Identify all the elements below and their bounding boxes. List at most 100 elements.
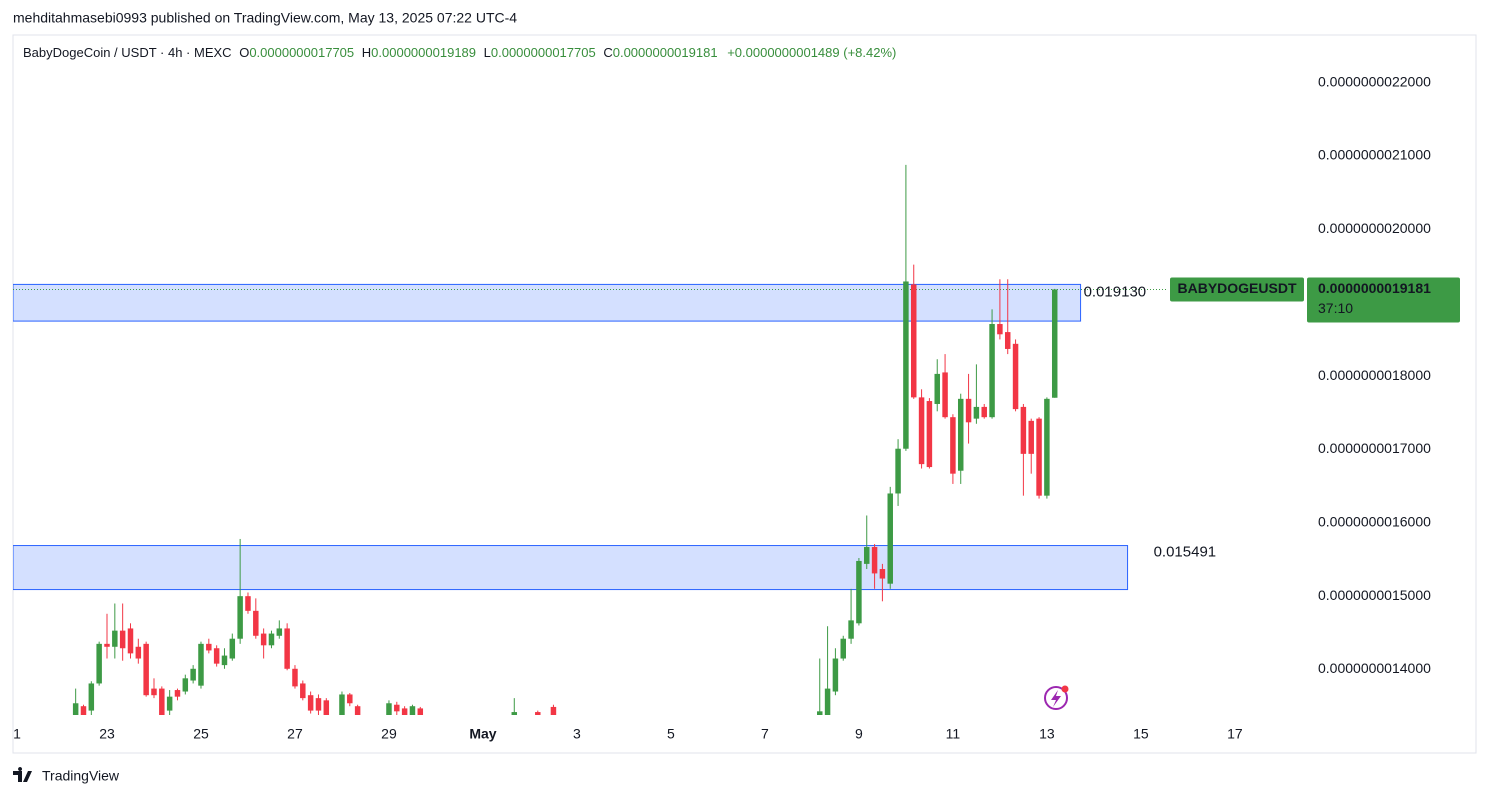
candle-body: [135, 646, 142, 659]
brand-logo[interactable]: TradingView: [13, 767, 120, 784]
candle-body: [1028, 420, 1034, 454]
price-badge-label: 0.0000000019181: [1318, 280, 1431, 296]
candle-body: [174, 690, 181, 697]
candle-body: [957, 398, 964, 471]
candle-body: [206, 643, 212, 651]
symbol: BabyDogeCoin / USDT · 4h · MEXC: [23, 45, 232, 60]
candle-body: [1020, 406, 1027, 454]
candle-body: [550, 706, 557, 715]
candle-body: [942, 372, 948, 418]
candle-body: [151, 688, 157, 696]
candle-body: [965, 398, 972, 423]
candle-body: [245, 596, 251, 611]
candle-body: [401, 708, 408, 715]
candle-body: [1004, 332, 1011, 349]
y-tick-label: 0.0000000021000: [1318, 147, 1431, 163]
candle-body: [864, 547, 870, 564]
candle-body: [981, 406, 987, 418]
candle-body: [127, 628, 134, 654]
candle-body: [879, 569, 886, 579]
x-tick-label: 5: [667, 726, 675, 742]
candle-body: [72, 703, 79, 715]
candle-body: [832, 658, 839, 692]
candle-body: [511, 712, 518, 715]
zone-label: 0.015491: [1154, 544, 1217, 561]
candle-body: [268, 633, 275, 646]
c-label: C: [603, 45, 612, 60]
candle-body: [284, 628, 290, 669]
candle-body: [394, 704, 400, 712]
candle-body: [237, 596, 243, 639]
x-tick-label: 25: [193, 726, 209, 742]
candle-body: [417, 708, 424, 715]
x-tick-label: 1: [13, 726, 21, 742]
zone: [13, 283, 1082, 322]
candle-body: [119, 630, 126, 649]
low-value: 0.0000000017705: [491, 45, 596, 60]
candle-body: [198, 643, 204, 686]
o-label: O: [239, 45, 249, 60]
alert-dot: [1061, 685, 1069, 693]
candle-body: [80, 706, 87, 715]
candle-body: [229, 638, 236, 659]
candle-body: [159, 688, 165, 715]
candle-body: [292, 668, 298, 687]
candle-body: [190, 668, 196, 681]
candle-body: [112, 630, 118, 647]
x-tick-label: 11: [946, 726, 961, 742]
candle-body: [903, 281, 909, 449]
candle-body: [88, 683, 95, 711]
candle-body: [887, 493, 893, 584]
x-tick-label: 13: [1039, 726, 1055, 742]
candle-body: [221, 655, 228, 666]
candle-body: [926, 401, 933, 468]
x-tick-label: 17: [1227, 726, 1243, 742]
ohlc-header: BabyDogeCoin / USDT · 4h · MEXC O0.00000…: [23, 45, 896, 60]
symbol-badge-label: BABYDOGEUSDT: [1177, 280, 1296, 296]
candle-body: [840, 638, 846, 659]
candle-body: [96, 643, 102, 684]
candle-body: [1051, 289, 1058, 398]
candle-body: [104, 643, 110, 647]
candle-body: [354, 706, 361, 715]
candle-body: [386, 703, 392, 715]
open-value: 0.0000000017705: [249, 45, 354, 60]
x-tick-label: 7: [761, 726, 769, 742]
candle-body: [409, 706, 416, 715]
candle-body: [934, 373, 940, 404]
x-tick-label: 23: [99, 726, 115, 742]
countdown: 37:10: [1318, 300, 1353, 316]
candle-body: [143, 643, 149, 696]
candle-body: [276, 628, 283, 636]
candle-body: [315, 698, 322, 711]
candle-body: [182, 678, 189, 692]
zone-label: 0.019130: [1084, 284, 1147, 301]
x-tick-label: May: [469, 726, 496, 742]
candle-body: [323, 700, 330, 715]
plot-area: [13, 164, 1168, 715]
alert-icon[interactable]: [1044, 685, 1069, 710]
brand-name: TradingView: [42, 768, 120, 784]
h-label: H: [362, 45, 371, 60]
x-tick-label: 3: [573, 726, 581, 742]
candle-body: [848, 620, 854, 639]
price-badge: [1307, 277, 1460, 323]
candle-body: [989, 324, 995, 418]
candle-body: [895, 448, 901, 494]
high-value: 0.0000000019189: [371, 45, 476, 60]
candle-body: [307, 695, 314, 711]
candle-body: [824, 688, 831, 715]
y-tick-label: 0.0000000016000: [1318, 514, 1431, 530]
y-tick-label: 0.0000000020000: [1318, 220, 1431, 236]
candle-body: [856, 560, 862, 624]
x-tick-label: 15: [1133, 726, 1149, 742]
y-tick-label: 0.0000000014000: [1318, 660, 1431, 676]
candle-body: [817, 711, 823, 715]
candle-body: [535, 712, 541, 715]
candle-body: [260, 633, 267, 646]
candle-body: [973, 406, 980, 419]
x-tick-label: 29: [381, 726, 397, 742]
candle-body: [300, 683, 306, 699]
